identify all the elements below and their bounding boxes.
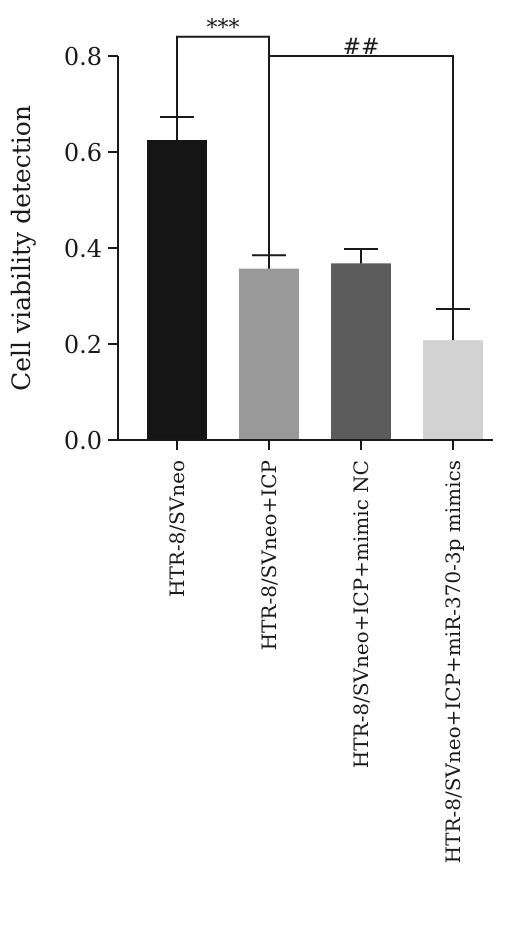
significance-bracket [268,55,454,309]
y-tick-label: 0.8 [64,43,102,71]
significance-group: *** ## [176,16,454,309]
bar [423,340,483,440]
y-axis-label: Cell viability detection [7,105,36,391]
error-bars-group [160,115,470,341]
y-tick-label: 0.2 [64,331,102,359]
category-labels-group: HTR-8/SVneo HTR-8/SVneo+ICP HTR-8/SVneo+IC… [165,460,465,863]
bar [239,268,299,440]
significance-label: ## [343,35,380,60]
y-tick-label: 0.6 [64,139,102,167]
bar [147,140,207,440]
significance-label: *** [207,16,240,41]
y-axis: 0.0 0.2 0.4 0.6 0.8 [64,43,493,455]
y-tick-label: 0.4 [64,235,102,263]
category-label: HTR-8/SVneo [165,460,189,597]
bars-group [147,140,483,440]
y-tick-label: 0.0 [64,427,102,455]
bar [331,263,391,440]
category-label: HTR-8/SVneo+ICP+mimic NC [349,460,373,768]
category-label: HTR-8/SVneo+ICP [257,460,281,650]
category-label: HTR-8/SVneo+ICP+miR-370-3p mimics [441,460,465,863]
